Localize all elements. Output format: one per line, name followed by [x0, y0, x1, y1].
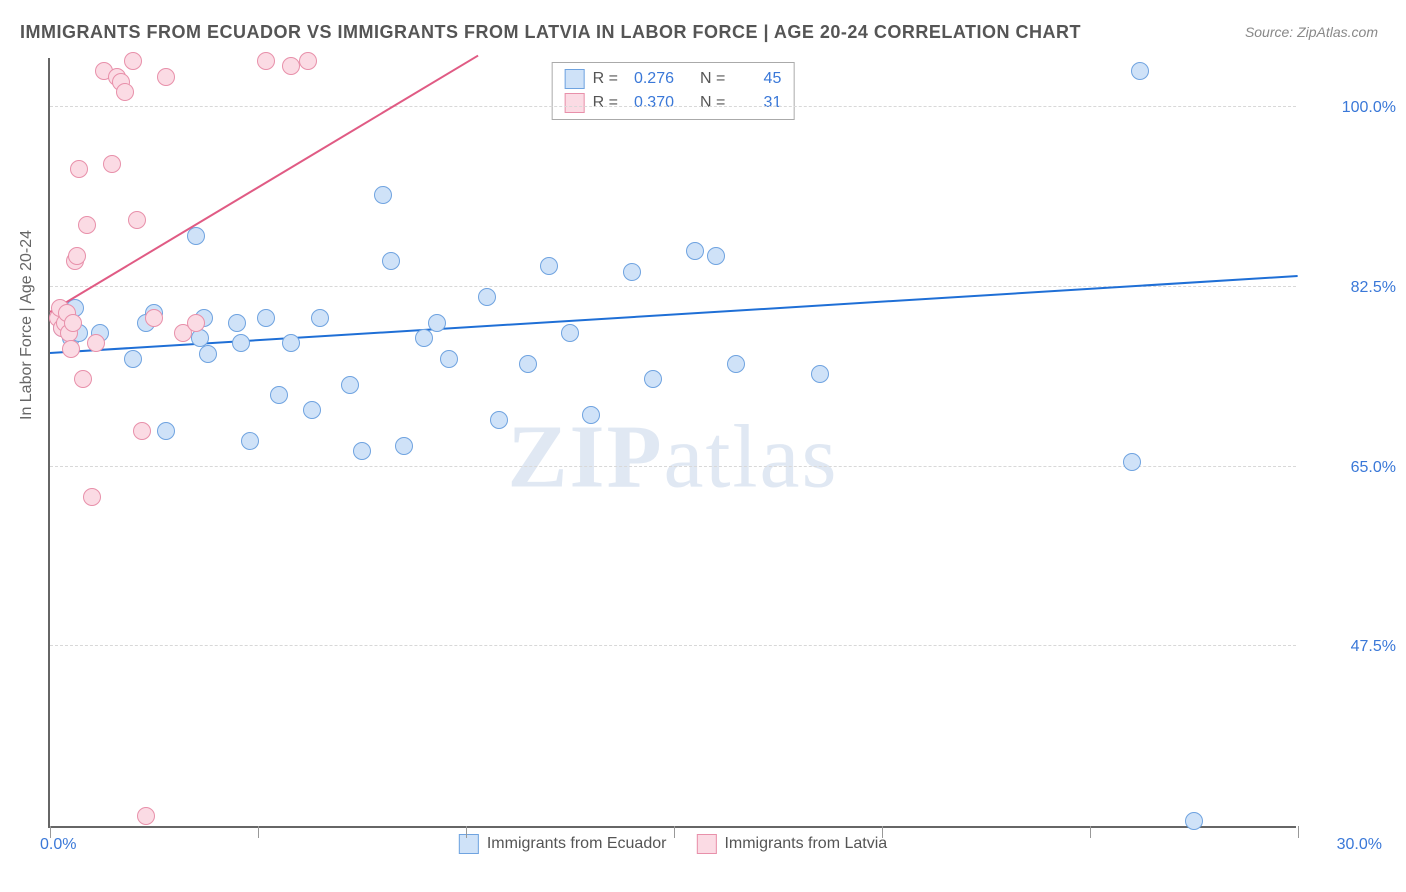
legend-stats-row: R = 0.276 N = 45 [565, 67, 782, 91]
data-point [303, 401, 321, 419]
legend-swatch [696, 834, 716, 854]
y-tick-label: 47.5% [1306, 638, 1396, 656]
data-point [727, 355, 745, 373]
data-point [282, 57, 300, 75]
legend-swatch [459, 834, 479, 854]
legend-series-label: Immigrants from Latvia [724, 835, 887, 853]
data-point [341, 376, 359, 394]
data-point [241, 432, 259, 450]
data-point [232, 334, 250, 352]
legend-stats-row: R = 0.370 N = 31 [565, 91, 782, 115]
legend-stats: R = 0.276 N = 45 R = 0.370 N = 31 [552, 62, 795, 120]
data-point [644, 370, 662, 388]
data-point [257, 52, 275, 70]
data-point [187, 314, 205, 332]
x-tick-min: 0.0% [40, 836, 76, 854]
x-tick-mark [674, 826, 675, 838]
legend-r-label: R = [593, 94, 618, 112]
y-tick-label: 65.0% [1306, 459, 1396, 477]
trend-line [49, 54, 479, 312]
data-point [270, 386, 288, 404]
legend-series: Immigrants from Ecuador Immigrants from L… [459, 834, 887, 854]
data-point [64, 314, 82, 332]
x-tick-mark [1090, 826, 1091, 838]
data-point [1131, 62, 1149, 80]
data-point [623, 263, 641, 281]
data-point [87, 334, 105, 352]
data-point [70, 160, 88, 178]
y-axis-label: In Labor Force | Age 20-24 [18, 230, 36, 420]
chart-container: IMMIGRANTS FROM ECUADOR VS IMMIGRANTS FR… [0, 0, 1406, 892]
x-tick-mark [1298, 826, 1299, 838]
chart-title: IMMIGRANTS FROM ECUADOR VS IMMIGRANTS FR… [20, 22, 1081, 43]
legend-r-label: R = [593, 70, 618, 88]
data-point [686, 242, 704, 260]
data-point [582, 406, 600, 424]
y-tick-label: 82.5% [1306, 279, 1396, 297]
data-point [68, 247, 86, 265]
data-point [395, 437, 413, 455]
x-tick-mark [50, 826, 51, 838]
data-point [137, 807, 155, 825]
x-tick-mark [466, 826, 467, 838]
data-point [1185, 812, 1203, 830]
legend-swatch [565, 69, 585, 89]
data-point [128, 211, 146, 229]
data-point [257, 309, 275, 327]
legend-n-label: N = [700, 94, 725, 112]
x-tick-max: 30.0% [1337, 836, 1382, 854]
data-point [478, 288, 496, 306]
gridline-h [50, 645, 1296, 646]
data-point [116, 83, 134, 101]
data-point [353, 442, 371, 460]
data-point [62, 340, 80, 358]
data-point [74, 370, 92, 388]
data-point [78, 216, 96, 234]
legend-n-value: 31 [733, 94, 781, 112]
legend-r-value: 0.370 [626, 94, 674, 112]
data-point [83, 488, 101, 506]
data-point [103, 155, 121, 173]
data-point [124, 52, 142, 70]
legend-n-label: N = [700, 70, 725, 88]
data-point [157, 68, 175, 86]
data-point [561, 324, 579, 342]
y-tick-label: 100.0% [1306, 99, 1396, 117]
data-point [382, 252, 400, 270]
data-point [811, 365, 829, 383]
legend-series-item: Immigrants from Latvia [696, 834, 887, 854]
legend-n-value: 45 [733, 70, 781, 88]
data-point [1123, 453, 1141, 471]
data-point [282, 334, 300, 352]
legend-series-item: Immigrants from Ecuador [459, 834, 667, 854]
data-point [540, 257, 558, 275]
data-point [133, 422, 151, 440]
data-point [145, 309, 163, 327]
data-point [199, 345, 217, 363]
legend-r-value: 0.276 [626, 70, 674, 88]
gridline-h [50, 106, 1296, 107]
data-point [374, 186, 392, 204]
x-tick-mark [882, 826, 883, 838]
gridline-h [50, 466, 1296, 467]
data-point [440, 350, 458, 368]
data-point [415, 329, 433, 347]
watermark: ZIPatlas [508, 406, 839, 509]
data-point [707, 247, 725, 265]
x-tick-mark [258, 826, 259, 838]
legend-swatch [565, 93, 585, 113]
data-point [228, 314, 246, 332]
data-point [490, 411, 508, 429]
plot-area: ZIPatlas R =0.276N =45R =0.370N =31 Immi… [48, 58, 1296, 828]
data-point [519, 355, 537, 373]
legend-series-label: Immigrants from Ecuador [487, 835, 667, 853]
watermark-light: atlas [664, 408, 839, 507]
data-point [124, 350, 142, 368]
source-label: Source: ZipAtlas.com [1245, 24, 1378, 40]
data-point [157, 422, 175, 440]
data-point [428, 314, 446, 332]
data-point [299, 52, 317, 70]
data-point [311, 309, 329, 327]
